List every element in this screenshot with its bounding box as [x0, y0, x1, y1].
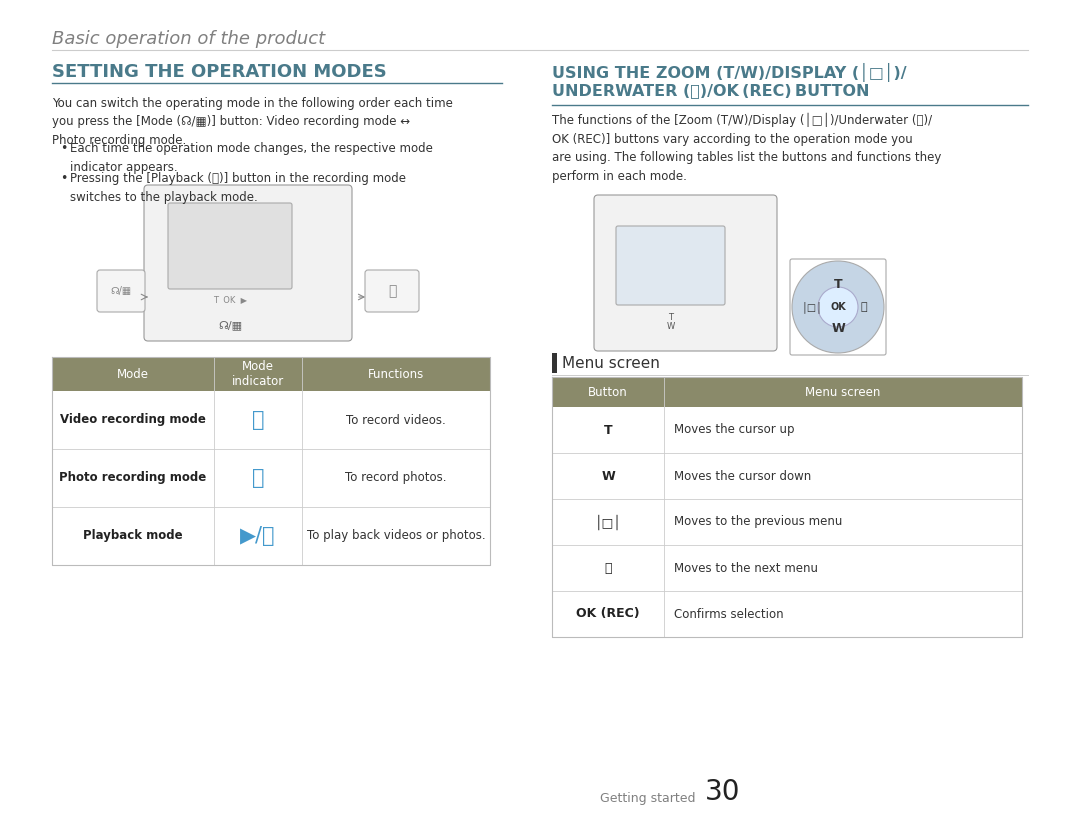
- Text: ▶/🖼: ▶/🖼: [240, 526, 275, 546]
- FancyBboxPatch shape: [144, 185, 352, 341]
- Text: To play back videos or photos.: To play back videos or photos.: [307, 530, 485, 543]
- Text: ⓘ: ⓘ: [861, 302, 867, 312]
- Text: W: W: [832, 323, 845, 336]
- Text: Moves to the previous menu: Moves to the previous menu: [674, 516, 842, 529]
- Text: │□│: │□│: [595, 514, 621, 530]
- Text: Functions: Functions: [368, 367, 424, 380]
- Text: Each time the operation mode changes, the respective mode
indicator appears.: Each time the operation mode changes, th…: [70, 142, 433, 173]
- Text: Mode
indicator: Mode indicator: [232, 360, 284, 388]
- Text: Moves to the next menu: Moves to the next menu: [674, 562, 818, 574]
- Text: Pressing the [Playback (⏯)] button in the recording mode
switches to the playbac: Pressing the [Playback (⏯)] button in th…: [70, 172, 406, 204]
- Text: ⏯: ⏯: [388, 284, 396, 298]
- Text: SETTING THE OPERATION MODES: SETTING THE OPERATION MODES: [52, 63, 387, 81]
- Text: To record photos.: To record photos.: [346, 472, 447, 484]
- Bar: [552, 353, 557, 373]
- Text: Playback mode: Playback mode: [83, 530, 183, 543]
- Text: │□│: │□│: [801, 301, 823, 313]
- Text: W: W: [666, 322, 675, 331]
- Text: 30: 30: [705, 778, 741, 806]
- Text: ⓘ: ⓘ: [604, 562, 611, 574]
- Text: USING THE ZOOM (T/W)/DISPLAY (│□│)/: USING THE ZOOM (T/W)/DISPLAY (│□│)/: [552, 63, 906, 82]
- Text: W: W: [602, 469, 615, 483]
- Text: Getting started: Getting started: [599, 792, 696, 805]
- Text: •: •: [60, 172, 67, 185]
- Text: T: T: [604, 423, 612, 436]
- Text: Mode: Mode: [117, 367, 149, 380]
- Text: Menu screen: Menu screen: [562, 356, 660, 370]
- Text: UNDERWATER (ⓘ)/OK (REC) BUTTON: UNDERWATER (ⓘ)/OK (REC) BUTTON: [552, 83, 869, 98]
- Text: Confirms selection: Confirms selection: [674, 607, 784, 620]
- Text: Basic operation of the product: Basic operation of the product: [52, 30, 325, 48]
- Text: Moves the cursor down: Moves the cursor down: [674, 469, 811, 483]
- Text: T  OK  ▶: T OK ▶: [213, 295, 247, 304]
- Text: 📹: 📹: [252, 410, 265, 430]
- Text: T: T: [834, 277, 842, 290]
- Circle shape: [792, 261, 885, 353]
- Text: Moves the cursor up: Moves the cursor up: [674, 423, 795, 436]
- Text: You can switch the operating mode in the following order each time
you press the: You can switch the operating mode in the…: [52, 97, 453, 147]
- FancyBboxPatch shape: [594, 195, 777, 351]
- Text: Button: Button: [589, 385, 627, 398]
- Text: •: •: [60, 142, 67, 155]
- Circle shape: [818, 287, 858, 327]
- FancyBboxPatch shape: [97, 270, 145, 312]
- Text: OK: OK: [831, 302, 846, 312]
- Text: OK (REC): OK (REC): [577, 607, 639, 620]
- Text: ☊/▦: ☊/▦: [218, 320, 242, 330]
- Text: To record videos.: To record videos.: [346, 413, 446, 427]
- Text: The functions of the [Zoom (T/W)/Display (│□│)/Underwater (ⓘ)/
OK (REC)] buttons: The functions of the [Zoom (T/W)/Display…: [552, 113, 942, 183]
- Bar: [52, 357, 490, 391]
- Bar: [552, 377, 1022, 407]
- Text: ☊/▦: ☊/▦: [110, 286, 132, 296]
- FancyBboxPatch shape: [365, 270, 419, 312]
- FancyBboxPatch shape: [616, 226, 725, 305]
- Text: T: T: [669, 313, 674, 322]
- FancyBboxPatch shape: [168, 203, 292, 289]
- Text: Menu screen: Menu screen: [806, 385, 880, 398]
- Text: Photo recording mode: Photo recording mode: [59, 472, 206, 484]
- Text: 📷: 📷: [252, 468, 265, 488]
- Text: Video recording mode: Video recording mode: [60, 413, 206, 427]
